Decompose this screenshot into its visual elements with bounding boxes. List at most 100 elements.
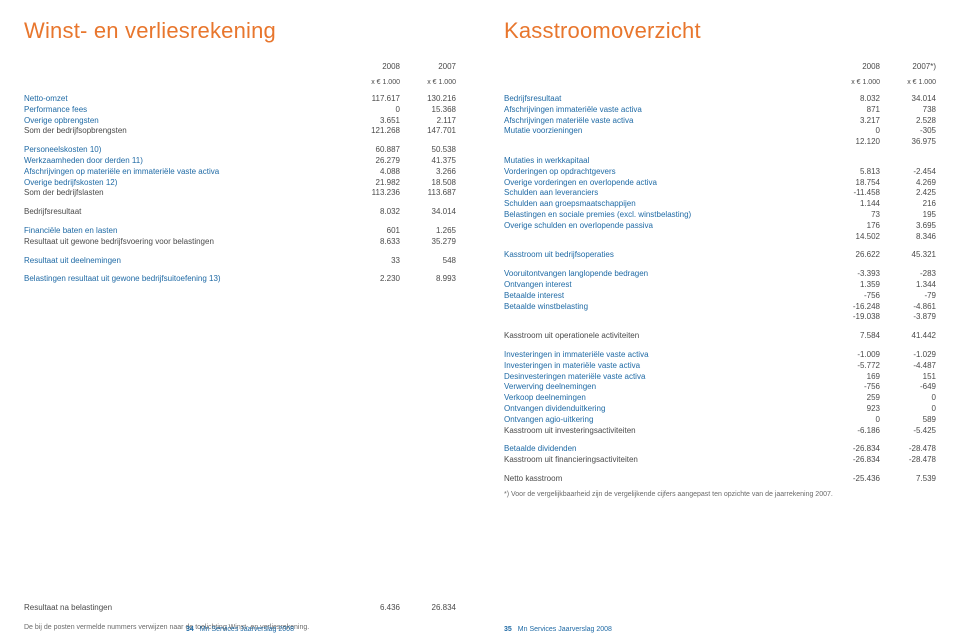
right-row-val-a: 12.120 <box>824 137 880 148</box>
right-row-val-b: 34.014 <box>880 94 936 105</box>
left-row-val-b: 8.993 <box>400 274 456 285</box>
left-row-val-a: 601 <box>344 226 400 237</box>
table-row: Betaalde interest-756-79 <box>504 291 936 302</box>
left-row-val-b: 2.117 <box>400 116 456 127</box>
right-row-val-a: -5.772 <box>824 361 880 372</box>
left-row-val-a: 8.633 <box>344 237 400 248</box>
right-row-label: Ontvangen agio-uitkering <box>504 415 824 426</box>
right-row-val-b: -4.487 <box>880 361 936 372</box>
right-page: Kasstroomoverzicht 2008 2007*) x € 1.000… <box>480 0 960 639</box>
right-page-num: 35 <box>504 626 512 633</box>
left-row-label: Werkzaamheden door derden 11) <box>24 156 344 167</box>
right-row-val-b: 216 <box>880 199 936 210</box>
right-row-val-b: -2.454 <box>880 167 936 178</box>
left-row-val-a: 0 <box>344 105 400 116</box>
table-row: Afschrijvingen op materiële en immaterië… <box>24 167 456 178</box>
table-row: Overige bedrijfskosten 12)21.98218.508 <box>24 178 456 189</box>
right-row-val-a: -26.834 <box>824 444 880 455</box>
left-row-label: Som der bedrijfslasten <box>24 188 344 199</box>
left-row-val-a: 2.230 <box>344 274 400 285</box>
right-row-val-b: -5.425 <box>880 426 936 437</box>
left-footer-text: Mn Services Jaarverslag 2008 <box>200 626 294 633</box>
left-col2-unit: x € 1.000 <box>400 79 456 86</box>
right-row-val-a: 7.584 <box>824 331 880 342</box>
left-table-body: Netto-omzet117.617130.216Performance fee… <box>24 94 456 285</box>
right-row-val-b: -283 <box>880 269 936 280</box>
left-row-label: Netto-omzet <box>24 94 344 105</box>
right-row-val-a: -756 <box>824 382 880 393</box>
left-row-val-a: 33 <box>344 256 400 267</box>
table-row: Mutatie voorzieningen0-305 <box>504 126 936 137</box>
table-row: Afschrijvingen immateriële vaste activa8… <box>504 105 936 116</box>
right-row-val-a: -25.436 <box>824 474 880 485</box>
right-row-val-a: 871 <box>824 105 880 116</box>
right-row-val-b: 0 <box>880 404 936 415</box>
right-row-label: Vorderingen op opdrachtgevers <box>504 167 824 178</box>
right-row-val-a: 169 <box>824 372 880 383</box>
table-row: Overige schulden en overlopende passiva1… <box>504 221 936 232</box>
right-row-val-b: 2.528 <box>880 116 936 127</box>
left-title: Winst- en verliesrekening <box>24 18 456 44</box>
table-row: Netto-omzet117.617130.216 <box>24 94 456 105</box>
table-row: Belastingen resultaat uit gewone bedrijf… <box>24 274 456 285</box>
table-row: 14.5028.346 <box>504 232 936 243</box>
right-row-val-a: 1.144 <box>824 199 880 210</box>
table-row: Som der bedrijfslasten113.236113.687 <box>24 188 456 199</box>
left-row-val-a: 3.651 <box>344 116 400 127</box>
left-row-val-b: 548 <box>400 256 456 267</box>
left-row-val-a: 121.268 <box>344 126 400 137</box>
table-row: Desinvesteringen materiële vaste activa1… <box>504 372 936 383</box>
right-row-val-a: 176 <box>824 221 880 232</box>
right-row-val-b: 45.321 <box>880 250 936 261</box>
table-row: Netto kasstroom-25.4367.539 <box>504 474 936 485</box>
left-row-val-b: 3.266 <box>400 167 456 178</box>
left-col2-year: 2007 <box>400 62 456 71</box>
right-row-label: Afschrijvingen immateriële vaste activa <box>504 105 824 116</box>
right-row-label: Investeringen in immateriële vaste activ… <box>504 350 824 361</box>
right-row-val-a: -756 <box>824 291 880 302</box>
right-row-label: Kasstroom uit operationele activiteiten <box>504 331 824 342</box>
right-footer-text: Mn Services Jaarverslag 2008 <box>518 626 612 633</box>
right-row-val-b: 589 <box>880 415 936 426</box>
left-row-label: Belastingen resultaat uit gewone bedrijf… <box>24 274 344 285</box>
right-row-label: Investeringen in materiële vaste activa <box>504 361 824 372</box>
right-row-val-b: -4.861 <box>880 302 936 313</box>
right-row-val-a: -1.009 <box>824 350 880 361</box>
right-row-val-a: 5.813 <box>824 167 880 178</box>
table-row: Mutaties in werkkapitaal <box>504 156 936 167</box>
right-row-label: Kasstroom uit investeringsactiviteiten <box>504 426 824 437</box>
table-row: Verwerving deelnemingen-756-649 <box>504 382 936 393</box>
right-table-body: Bedrijfsresultaat8.03234.014Afschrijving… <box>504 94 936 485</box>
right-row-val-b: 36.975 <box>880 137 936 148</box>
right-row-val-a: -26.834 <box>824 455 880 466</box>
table-row: Resultaat uit gewone bedrijfsvoering voo… <box>24 237 456 248</box>
right-year-header: 2008 2007*) <box>504 62 936 71</box>
right-footnote: *) Voor de vergelijkbaarheid zijn de ver… <box>504 491 936 498</box>
right-row-label: Betaalde interest <box>504 291 824 302</box>
right-row-val-a: 923 <box>824 404 880 415</box>
right-row-val-a: 0 <box>824 415 880 426</box>
left-row-val-b: 18.508 <box>400 178 456 189</box>
right-row-label: Overige schulden en overlopende passiva <box>504 221 824 232</box>
table-row: Werkzaamheden door derden 11)26.27941.37… <box>24 156 456 167</box>
right-row-val-b: -1.029 <box>880 350 936 361</box>
right-row-val-b: 738 <box>880 105 936 116</box>
right-col2-unit: x € 1.000 <box>880 79 936 86</box>
right-row-label: Mutaties in werkkapitaal <box>504 156 824 167</box>
right-row-val-b: -649 <box>880 382 936 393</box>
right-row-val-b: 2.425 <box>880 188 936 199</box>
right-footer: 35 Mn Services Jaarverslag 2008 <box>504 626 936 633</box>
table-row: Vorderingen op opdrachtgevers5.813-2.454 <box>504 167 936 178</box>
table-row: Overige vorderingen en overlopende activ… <box>504 178 936 189</box>
table-row: Betaalde winstbelasting-16.248-4.861 <box>504 302 936 313</box>
left-page-num: 34 <box>186 626 194 633</box>
right-row-label: Vooruitontvangen langlopende bedragen <box>504 269 824 280</box>
table-row: 12.12036.975 <box>504 137 936 148</box>
left-col1-year: 2008 <box>344 62 400 71</box>
table-row: Verkoop deelnemingen2590 <box>504 393 936 404</box>
table-row: Betaalde dividenden-26.834-28.478 <box>504 444 936 455</box>
table-row: Kasstroom uit investeringsactiviteiten-6… <box>504 426 936 437</box>
right-col1-unit: x € 1.000 <box>824 79 880 86</box>
left-year-header: 2008 2007 <box>24 62 456 71</box>
right-row-val-b: -305 <box>880 126 936 137</box>
